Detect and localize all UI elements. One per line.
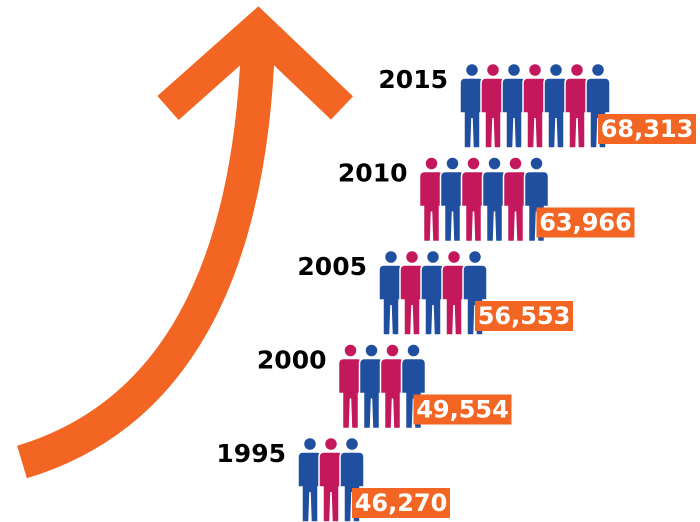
person-group: [297, 436, 365, 522]
value-label-box: [413, 394, 512, 425]
person-head: [302, 436, 318, 452]
person-head: [404, 249, 420, 265]
year-label: 2015: [378, 65, 448, 94]
person-head: [446, 249, 462, 265]
value-label: 46,270: [355, 489, 448, 517]
person-icon: [379, 343, 406, 430]
person-head: [464, 62, 480, 78]
person-head: [487, 156, 502, 171]
year-label: 2000: [257, 346, 327, 375]
person-icon: [543, 62, 569, 149]
person-head: [364, 343, 379, 358]
person-head: [508, 156, 523, 171]
person-head: [548, 62, 564, 78]
person-icon: [502, 156, 529, 243]
person-head: [385, 343, 400, 358]
person-head: [406, 343, 421, 358]
arrow-head: [157, 6, 354, 120]
year-label: 2005: [297, 252, 367, 281]
value-label: 63,966: [539, 209, 632, 237]
person-head: [529, 156, 544, 171]
person-head: [506, 62, 522, 78]
person-head: [445, 156, 460, 171]
arrow-shaft: [17, 44, 275, 479]
person-group: [378, 249, 488, 336]
person-head: [485, 62, 501, 78]
person-head: [343, 343, 358, 358]
year-label: 1995: [216, 439, 286, 468]
person-icon: [378, 249, 404, 336]
person-icon: [480, 62, 506, 149]
value-label-box: [352, 488, 450, 518]
person-head: [344, 436, 360, 452]
person-group: [337, 343, 427, 430]
value-label: 68,313: [601, 115, 694, 143]
person-group: [459, 62, 611, 149]
person-head: [383, 249, 399, 265]
person-head: [527, 62, 543, 78]
growth-arrow: [17, 6, 354, 479]
year-label: 2010: [338, 159, 408, 188]
person-head: [323, 436, 339, 452]
value-label-box: [536, 207, 635, 238]
value-label: 56,553: [478, 302, 571, 330]
person-head: [569, 62, 585, 78]
person-head: [467, 249, 483, 265]
person-head: [466, 156, 481, 171]
person-head: [424, 156, 439, 171]
person-icon: [358, 343, 385, 430]
value-label: 49,554: [416, 396, 509, 424]
person-group: [418, 156, 550, 243]
person-head: [425, 249, 441, 265]
person-head: [590, 62, 606, 78]
value-label-box: [598, 114, 696, 144]
value-label-box: [475, 301, 573, 331]
